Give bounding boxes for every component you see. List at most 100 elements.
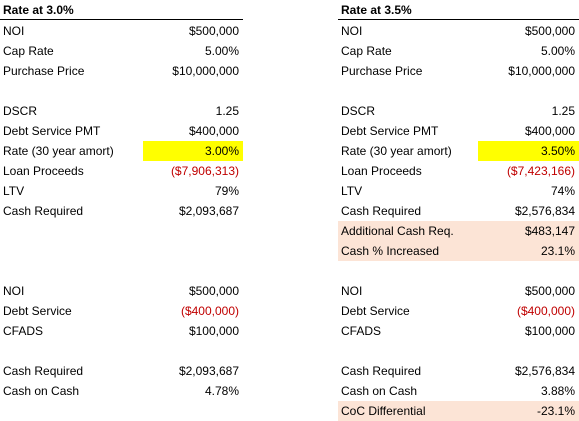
table-row: Additional Cash Req. $483,147 xyxy=(338,221,579,241)
row-value: $2,576,834 xyxy=(514,364,575,378)
panel-title: Rate at 3.5% xyxy=(341,3,412,17)
row-label: Additional Cash Req. xyxy=(341,224,454,238)
row-label: DSCR xyxy=(3,104,38,118)
row-value: $100,000 xyxy=(524,324,575,338)
row-label: Debt Service PMT xyxy=(341,124,439,138)
table-row: CoC Differential -23.1% xyxy=(338,401,579,421)
row-value: $10,000,000 xyxy=(172,64,239,78)
row-value: 3.00% xyxy=(143,141,243,161)
row-label: LTV xyxy=(341,184,363,198)
row-label: Cash on Cash xyxy=(341,384,418,398)
row-label: Cap Rate xyxy=(3,44,54,58)
row-label: Cash Required xyxy=(341,204,422,218)
row-label: Cash % Increased xyxy=(341,244,440,258)
header-rule xyxy=(0,19,243,20)
table-row: NOI $500,000 xyxy=(338,21,579,41)
table-row: Purchase Price $10,000,000 xyxy=(338,61,579,81)
row-value: 5.00% xyxy=(540,44,575,58)
table-row: NOI $500,000 xyxy=(0,21,243,41)
row-value: $2,093,687 xyxy=(178,204,239,218)
row-label: Rate (30 year amort) xyxy=(3,144,114,158)
row-label: CFADS xyxy=(3,324,44,338)
row-label: Cash Required xyxy=(3,364,84,378)
row-value: $400,000 xyxy=(524,124,575,138)
table-row: Debt Service PMT $400,000 xyxy=(338,121,579,141)
row-value: 3.50% xyxy=(478,141,579,161)
row-value: $10,000,000 xyxy=(508,64,575,78)
table-row: DSCR 1.25 xyxy=(338,101,579,121)
row-value: 1.25 xyxy=(551,104,575,118)
row-label: Rate (30 year amort) xyxy=(341,144,452,158)
row-label: Debt Service xyxy=(341,304,410,318)
row-value: 3.88% xyxy=(540,384,575,398)
panel-left: Rate at 3.0% NOI $500,000 Cap Rate 5.00% Pur… xyxy=(0,0,243,421)
row-value: ($7,906,313) xyxy=(170,164,239,178)
row-value: 4.78% xyxy=(204,384,239,398)
row-value: $500,000 xyxy=(188,24,239,38)
row-label: CFADS xyxy=(341,324,382,338)
row-value: 1.25 xyxy=(215,104,239,118)
row-label: Loan Proceeds xyxy=(341,164,422,178)
header-rule xyxy=(338,19,579,20)
table-row: Rate (30 year amort) 3.00% xyxy=(0,141,243,161)
row-value: -23.1% xyxy=(536,404,575,418)
row-value: 79% xyxy=(214,184,239,198)
table-row: Purchase Price $10,000,000 xyxy=(0,61,243,81)
row-value: 74% xyxy=(550,184,575,198)
row-label: NOI xyxy=(341,24,363,38)
table-row: NOI $500,000 xyxy=(0,281,243,301)
table-row: CFADS $100,000 xyxy=(338,321,579,341)
table-row: Loan Proceeds ($7,423,166) xyxy=(338,161,579,181)
table-row: Debt Service ($400,000) xyxy=(0,301,243,321)
table-row: Rate (30 year amort) 3.50% xyxy=(338,141,579,161)
table-row: Debt Service PMT $400,000 xyxy=(0,121,243,141)
row-label: NOI xyxy=(341,284,363,298)
table-row: LTV 74% xyxy=(338,181,579,201)
row-value: 23.1% xyxy=(540,244,575,258)
row-value: $483,147 xyxy=(524,224,575,238)
row-value: $500,000 xyxy=(524,24,575,38)
table-row: Cash Required $2,576,834 xyxy=(338,201,579,221)
row-label: NOI xyxy=(3,24,25,38)
row-label: Cash on Cash xyxy=(3,384,80,398)
panel-right: Rate at 3.5% NOI $500,000 Cap Rate 5.00% Pur… xyxy=(338,0,579,421)
row-value: $2,093,687 xyxy=(178,364,239,378)
row-label: Cash Required xyxy=(3,204,84,218)
row-label: Purchase Price xyxy=(341,64,423,78)
table-row: Cash Required $2,093,687 xyxy=(0,201,243,221)
row-label: Loan Proceeds xyxy=(3,164,84,178)
row-label: Cash Required xyxy=(341,364,422,378)
row-value: ($400,000) xyxy=(516,304,575,318)
row-label: Purchase Price xyxy=(3,64,85,78)
row-label: Debt Service xyxy=(3,304,72,318)
table-row: Cash Required $2,093,687 xyxy=(0,361,243,381)
row-label: CoC Differential xyxy=(341,404,426,418)
table-row: Cap Rate 5.00% xyxy=(338,41,579,61)
row-value: $400,000 xyxy=(188,124,239,138)
row-value: ($400,000) xyxy=(180,304,239,318)
panel-title: Rate at 3.0% xyxy=(3,3,74,17)
row-value: 5.00% xyxy=(204,44,239,58)
row-value: $500,000 xyxy=(524,284,575,298)
table-row: LTV 79% xyxy=(0,181,243,201)
row-value: $100,000 xyxy=(188,324,239,338)
table-row: DSCR 1.25 xyxy=(0,101,243,121)
row-label: DSCR xyxy=(341,104,376,118)
table-row: Cash on Cash 4.78% xyxy=(0,381,243,401)
table-row: Cap Rate 5.00% xyxy=(0,41,243,61)
row-value: $500,000 xyxy=(188,284,239,298)
table-row: Cash % Increased 23.1% xyxy=(338,241,579,261)
row-label: Cap Rate xyxy=(341,44,392,58)
table-row: CFADS $100,000 xyxy=(0,321,243,341)
row-value: ($7,423,166) xyxy=(506,164,575,178)
table-row: Debt Service ($400,000) xyxy=(338,301,579,321)
row-label: Debt Service PMT xyxy=(3,124,101,138)
table-row: Cash Required $2,576,834 xyxy=(338,361,579,381)
table-row: Loan Proceeds ($7,906,313) xyxy=(0,161,243,181)
table-row: Cash on Cash 3.88% xyxy=(338,381,579,401)
table-row: NOI $500,000 xyxy=(338,281,579,301)
row-label: LTV xyxy=(3,184,25,198)
row-value: $2,576,834 xyxy=(514,204,575,218)
row-label: NOI xyxy=(3,284,25,298)
